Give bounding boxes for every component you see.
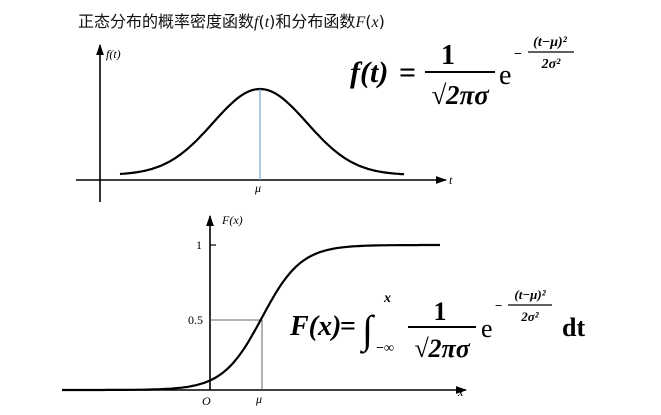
title-prefix: 正态分布的概率密度函数 <box>78 12 255 31</box>
cdf-formula-denominator: √2πσ <box>414 334 470 363</box>
cdf-formula-differential: dt <box>562 313 585 342</box>
cdf-x-axis-label: x <box>457 385 464 399</box>
title-middle: 和分布函数 <box>275 12 356 31</box>
cdf-formula-exp-sign: − <box>495 298 502 313</box>
cdf-plot: F(x) x 1 0.5 O μ <box>62 213 468 408</box>
title-f-arg: t <box>264 14 270 31</box>
pdf-y-axis-label: f(t) <box>106 47 121 61</box>
cdf-formula-lower-limit: −∞ <box>376 341 394 356</box>
pdf-formula-exp-sign: − <box>514 47 522 62</box>
cdf-y-axis-label: F(x) <box>221 213 243 227</box>
pdf-x-axis-label: t <box>449 173 453 187</box>
cdf-s-curve <box>62 243 440 392</box>
cdf-tick-one-label: 1 <box>196 238 202 252</box>
cdf-formula-numerator: 1 <box>434 297 447 326</box>
pdf-formula-base: e <box>499 60 511 91</box>
pdf-plot: f(t) t μ <box>76 43 453 202</box>
title-F-arg: x <box>371 14 379 31</box>
pdf-formula-lhs: f(t) <box>350 56 388 89</box>
cdf-origin-label: O <box>202 394 211 408</box>
cdf-mean-label: μ <box>255 392 262 406</box>
cdf-formula-lhs: F(x) <box>289 311 341 342</box>
cdf-formula-equals: = <box>340 311 356 342</box>
cdf-formula-integral: ∫ <box>359 307 376 354</box>
pdf-formula-exp-numerator: (t−μ)² <box>533 35 567 50</box>
cdf-formula-upper-limit: x <box>383 291 391 306</box>
cdf-formula-base: e <box>481 314 493 343</box>
cdf-formula: F(x) = ∫ x −∞ 1 √2πσ e − (t−μ)² 2σ² dt <box>289 287 585 363</box>
pdf-formula-denominator: √2πσ <box>431 80 490 110</box>
pdf-bell-curve <box>119 87 405 176</box>
figure-title: 正态分布的概率密度函数f(t)和分布函数F(x) <box>78 12 385 31</box>
pdf-formula-exp-denominator: 2σ² <box>541 57 562 72</box>
title-f-name: f <box>254 14 259 31</box>
pdf-formula-equals: = <box>399 56 416 89</box>
title-F-name: F <box>355 14 366 31</box>
pdf-formula-numerator: 1 <box>441 40 455 71</box>
cdf-formula-exp-denominator: 2σ² <box>520 309 540 324</box>
cdf-formula-exp-numerator: (t−μ)² <box>514 287 546 302</box>
pdf-mean-label: μ <box>254 181 261 195</box>
pdf-formula: f(t) = 1 √2πσ e − (t−μ)² 2σ² <box>350 35 574 110</box>
cdf-tick-half-label: 0.5 <box>188 313 203 327</box>
